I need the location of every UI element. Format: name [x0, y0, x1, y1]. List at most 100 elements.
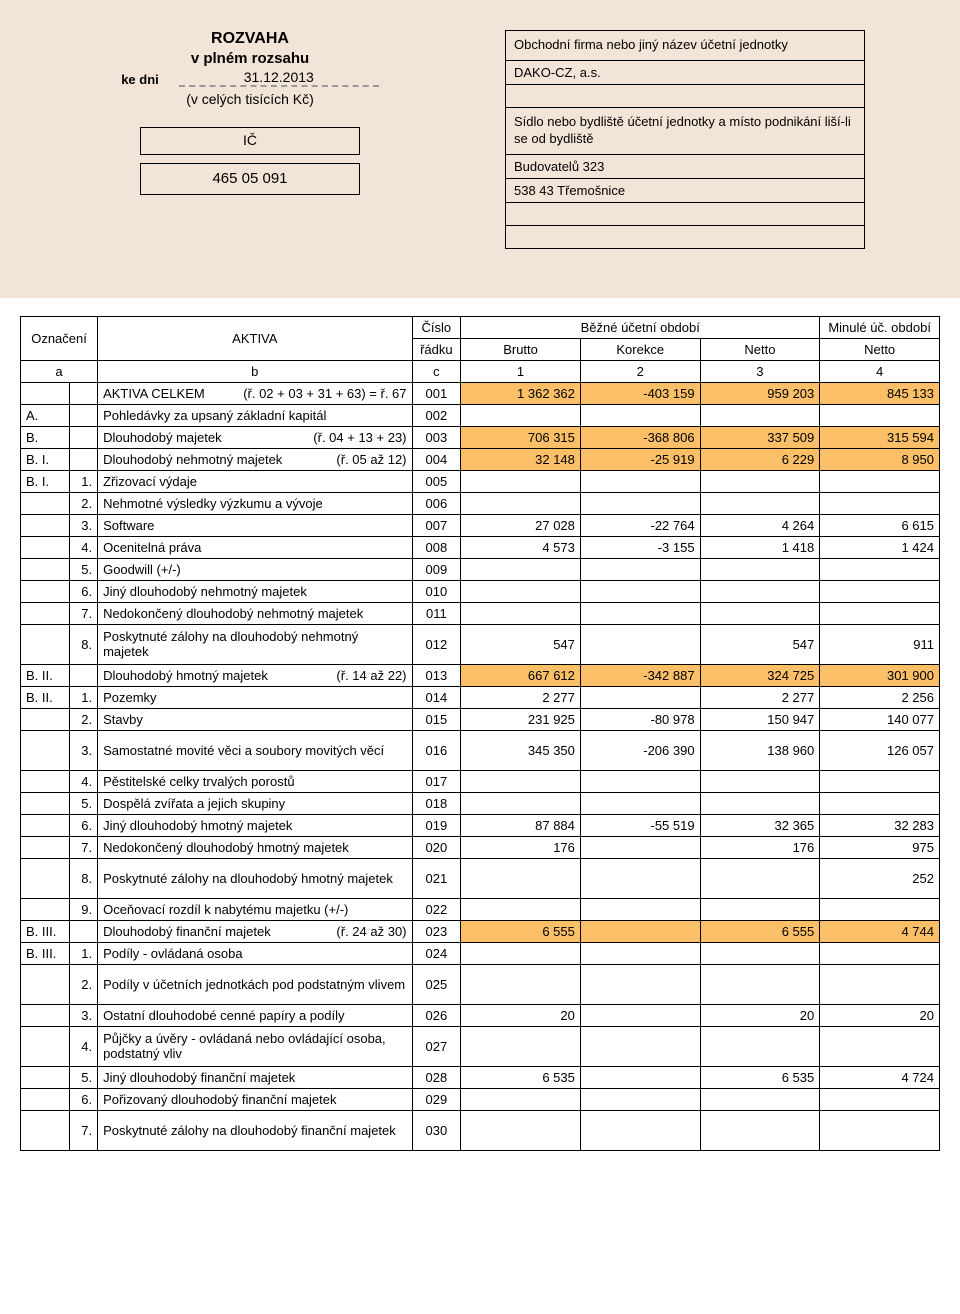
table-row: B. III.Dlouhodobý finanční majetek(ř. 24…: [21, 920, 940, 942]
table-row: 4.Ocenitelná práva0084 573-3 1551 4181 4…: [21, 536, 940, 558]
th-1: 1: [461, 360, 581, 382]
ic-label-box: IČ: [140, 127, 360, 155]
cell-subnum: [69, 664, 97, 686]
cell-value: 138 960: [700, 730, 820, 770]
cell-value: [461, 770, 581, 792]
th-radku: řádku: [412, 338, 461, 360]
cell-rownum: 019: [412, 814, 461, 836]
cell-value: [580, 1110, 700, 1150]
cell-rownum: 011: [412, 602, 461, 624]
cell-subnum: 6.: [69, 814, 97, 836]
cell-label: Dospělá zvířata a jejich skupiny: [98, 792, 412, 814]
cell-subnum: 4.: [69, 1026, 97, 1066]
cell-subnum: [69, 920, 97, 942]
cell-subnum: 3.: [69, 1004, 97, 1026]
cell-value: [461, 1026, 581, 1066]
title-rozvaha: ROZVAHA: [35, 30, 465, 48]
cell-value: [461, 898, 581, 920]
cell-value: [820, 1088, 940, 1110]
cell-subnum: 8.: [69, 624, 97, 664]
cell-value: [820, 602, 940, 624]
cell-code: [21, 898, 70, 920]
cell-code: [21, 858, 70, 898]
cell-rownum: 028: [412, 1066, 461, 1088]
cell-code: [21, 1026, 70, 1066]
cell-value: 4 744: [820, 920, 940, 942]
cell-subnum: 2.: [69, 708, 97, 730]
cell-value: 6 229: [700, 448, 820, 470]
cell-label: Dlouhodobý hmotný majetek(ř. 14 až 22): [98, 664, 412, 686]
th-a: a: [21, 360, 98, 382]
table-row: 8.Poskytnuté zálohy na dlouhodobý hmotný…: [21, 858, 940, 898]
cell-value: 20: [461, 1004, 581, 1026]
cell-value: [820, 470, 940, 492]
cell-value: 176: [700, 836, 820, 858]
cell-value: 2 277: [700, 686, 820, 708]
cell-label: Jiný dlouhodobý finanční majetek: [98, 1066, 412, 1088]
table-row: 8.Poskytnuté zálohy na dlouhodobý nehmot…: [21, 624, 940, 664]
table-row: A.Pohledávky za upsaný základní kapitál0…: [21, 404, 940, 426]
cell-value: [700, 858, 820, 898]
table-row: AKTIVA CELKEM(ř. 02 + 03 + 31 + 63) = ř.…: [21, 382, 940, 404]
table-head: Označení AKTIVA Číslo Běžné účetní obdob…: [21, 316, 940, 382]
cell-rownum: 016: [412, 730, 461, 770]
cell-subnum: [69, 404, 97, 426]
table-row: 4.Půjčky a úvěry - ovládaná nebo ovládaj…: [21, 1026, 940, 1066]
cell-value: 4 264: [700, 514, 820, 536]
cell-value: [700, 792, 820, 814]
cell-rownum: 010: [412, 580, 461, 602]
cell-value: 140 077: [820, 708, 940, 730]
cell-value: [820, 942, 940, 964]
cell-value: 337 509: [700, 426, 820, 448]
cell-subnum: 4.: [69, 770, 97, 792]
table-row: B. I.1.Zřizovací výdaje005: [21, 470, 940, 492]
empty-row: [505, 202, 865, 226]
table-row: 7.Poskytnuté zálohy na dlouhodobý finanč…: [21, 1110, 940, 1150]
cell-value: [820, 1026, 940, 1066]
cell-subnum: 6.: [69, 1088, 97, 1110]
cell-value: [700, 1088, 820, 1110]
cell-code: [21, 536, 70, 558]
table-row: 6.Jiný dlouhodobý hmotný majetek01987 88…: [21, 814, 940, 836]
cell-rownum: 024: [412, 942, 461, 964]
cell-value: 150 947: [700, 708, 820, 730]
cell-value: 2 277: [461, 686, 581, 708]
cell-value: [700, 1026, 820, 1066]
firm-caption: Obchodní firma nebo jiný název účetní je…: [505, 30, 865, 61]
cell-subnum: 5.: [69, 1066, 97, 1088]
cell-value: [461, 792, 581, 814]
cell-label: Podíly v účetních jednotkách pod podstat…: [98, 964, 412, 1004]
cell-value: [461, 470, 581, 492]
cell-value: [580, 558, 700, 580]
units-label: (v celých tisících Kč): [35, 91, 465, 107]
cell-label: Pořizovaný dlouhodobý finanční majetek: [98, 1088, 412, 1110]
cell-value: 32 283: [820, 814, 940, 836]
cell-label: Jiný dlouhodobý hmotný majetek: [98, 814, 412, 836]
cell-value: [820, 558, 940, 580]
th-netto2: Netto: [820, 338, 940, 360]
cell-label: Poskytnuté zálohy na dlouhodobý finanční…: [98, 1110, 412, 1150]
cell-value: [461, 858, 581, 898]
cell-label: Nehmotné výsledky výzkumu a vývoje: [98, 492, 412, 514]
cell-value: [580, 470, 700, 492]
cell-value: [461, 964, 581, 1004]
table-row: 5.Goodwill (+/-)009: [21, 558, 940, 580]
cell-value: 6 535: [700, 1066, 820, 1088]
table-row: B. II.1.Pozemky0142 2772 2772 256: [21, 686, 940, 708]
cell-rownum: 029: [412, 1088, 461, 1110]
cell-rownum: 014: [412, 686, 461, 708]
th-3: 3: [700, 360, 820, 382]
cell-value: [580, 964, 700, 1004]
cell-value: [700, 898, 820, 920]
th-4: 4: [820, 360, 940, 382]
cell-label: Ostatní dlouhodobé cenné papíry a podíly: [98, 1004, 412, 1026]
cell-label: Ocenitelná práva: [98, 536, 412, 558]
cell-label: Poskytnuté zálohy na dlouhodobý nehmotný…: [98, 624, 412, 664]
cell-value: [700, 404, 820, 426]
cell-value: [580, 942, 700, 964]
cell-rownum: 022: [412, 898, 461, 920]
cell-value: [820, 964, 940, 1004]
cell-subnum: 5.: [69, 792, 97, 814]
cell-value: [820, 770, 940, 792]
cell-value: [820, 898, 940, 920]
